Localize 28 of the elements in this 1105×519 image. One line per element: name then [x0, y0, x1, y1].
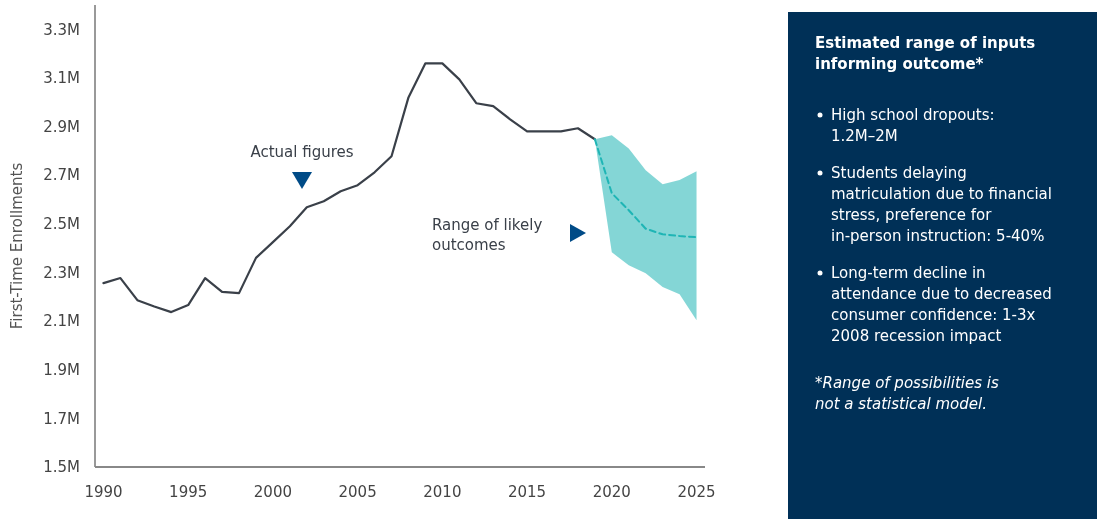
text: Estimated range of inputs informing outcome*: [815, 34, 1036, 73]
x-tick-label: 2015: [507, 483, 547, 501]
y-tick-label: 2.3M: [43, 263, 80, 282]
text: High school dropouts: 1.2M–2M: [831, 106, 995, 145]
y-tick-label: 2.9M: [43, 117, 80, 136]
annotation: Range of likely outcomes: [432, 216, 543, 254]
line-series: [102, 62, 596, 314]
text: Long-term decline in attendance due to decreased consumer confidence: 1-3x 2008 recession impact: [831, 264, 1052, 345]
y-tick-label: 1.5M: [43, 458, 80, 477]
y-tick-label: 1.7M: [43, 409, 80, 428]
x-tick-label: 2025: [677, 483, 716, 501]
x-tick-label: 2000: [253, 483, 293, 501]
y-tick-label: 3.3M: [43, 20, 80, 39]
y-tick-label: 3.1M: [43, 69, 80, 88]
y-tick-label: 2.5M: [43, 215, 80, 234]
y-tick-label: 2.1M: [43, 312, 80, 331]
text: Students delaying matriculation due to financial stress, preference for in-person instruction: 5-40%: [831, 164, 1052, 245]
x-tick-label: 2020: [592, 483, 631, 501]
line-series: [593, 138, 698, 239]
x-tick-label: 1990: [84, 483, 123, 501]
x-tick-label: 1995: [169, 483, 208, 501]
text: *Range of possibilities is not a statistical model.: [815, 374, 999, 413]
y-tick-label: 1.9M: [43, 360, 80, 379]
y-tick-label: 2.7M: [43, 166, 80, 185]
annotation: Actual figures: [250, 143, 354, 161]
x-tick-label: 2010: [423, 483, 462, 501]
y-axis-title: First-Time Enrollments: [8, 162, 26, 330]
x-tick-label: 2005: [338, 483, 377, 501]
